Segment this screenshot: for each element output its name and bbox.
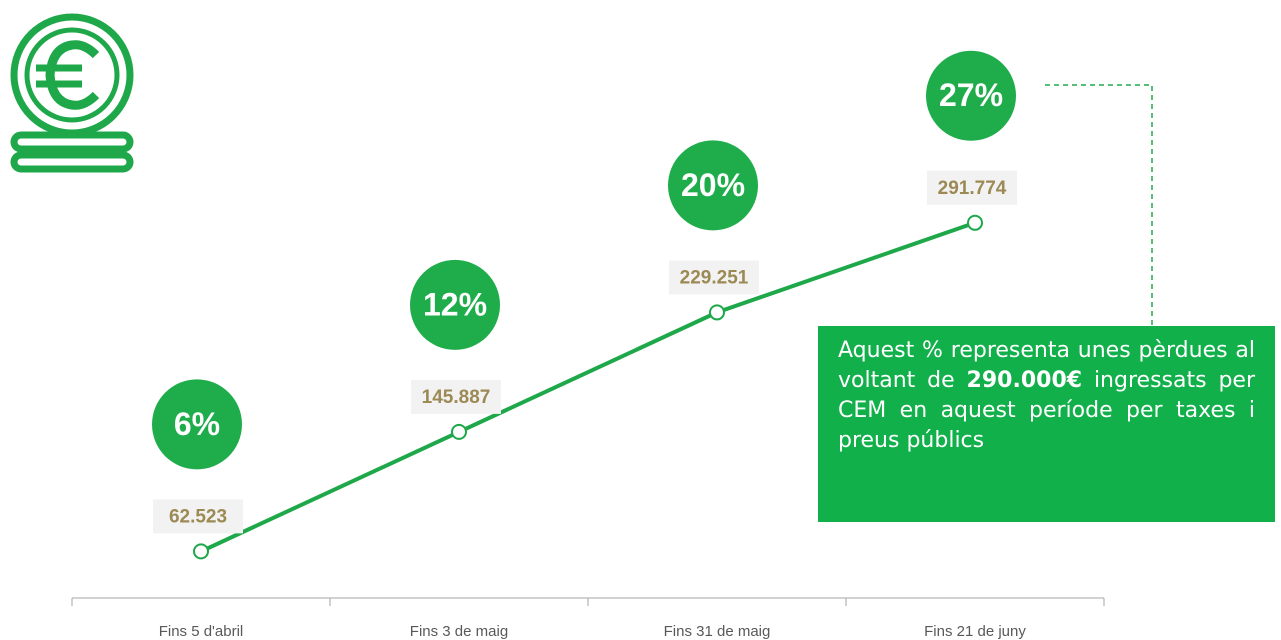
value-label: 291.774 — [938, 178, 1007, 199]
euro-icon — [10, 13, 134, 173]
marker — [967, 214, 983, 231]
note-text: Aquest % representa unes pèrdues al volt… — [838, 338, 1255, 453]
percent-label: 27% — [939, 77, 1003, 113]
value-label: 62.523 — [169, 506, 227, 527]
percent-label: 20% — [681, 167, 745, 203]
percent-badge — [926, 50, 1016, 141]
value-label-bg — [411, 379, 501, 414]
note-bold: 290.000€ — [966, 368, 1083, 393]
value-label-bg — [927, 170, 1017, 205]
marker — [709, 304, 725, 321]
marker — [193, 543, 209, 560]
note-part: ingressats per CEM en aquest període per… — [838, 368, 1255, 453]
x-tick-label: Fins 5 d'abril — [159, 623, 244, 640]
x-tick-label: Fins 21 de juny — [924, 623, 1026, 640]
percent-label: 6% — [174, 406, 220, 442]
value-label: 229.251 — [680, 267, 749, 288]
note-box — [818, 326, 1275, 522]
x-tick-label: Fins 3 de maig — [410, 623, 508, 640]
x-tick-label: Fins 31 de maig — [664, 623, 771, 640]
value-label-bg — [669, 260, 759, 295]
percent-badge — [410, 259, 500, 350]
marker — [451, 423, 467, 440]
value-label-bg — [153, 499, 243, 534]
percent-label: 12% — [423, 286, 487, 322]
value-label: 145.887 — [422, 387, 491, 408]
percent-badge — [668, 140, 758, 231]
note-part: Aquest % representa unes pèrdues al volt… — [838, 338, 1255, 393]
leader-line — [1045, 84, 1153, 326]
percent-badge — [152, 379, 242, 470]
line — [200, 220, 976, 554]
